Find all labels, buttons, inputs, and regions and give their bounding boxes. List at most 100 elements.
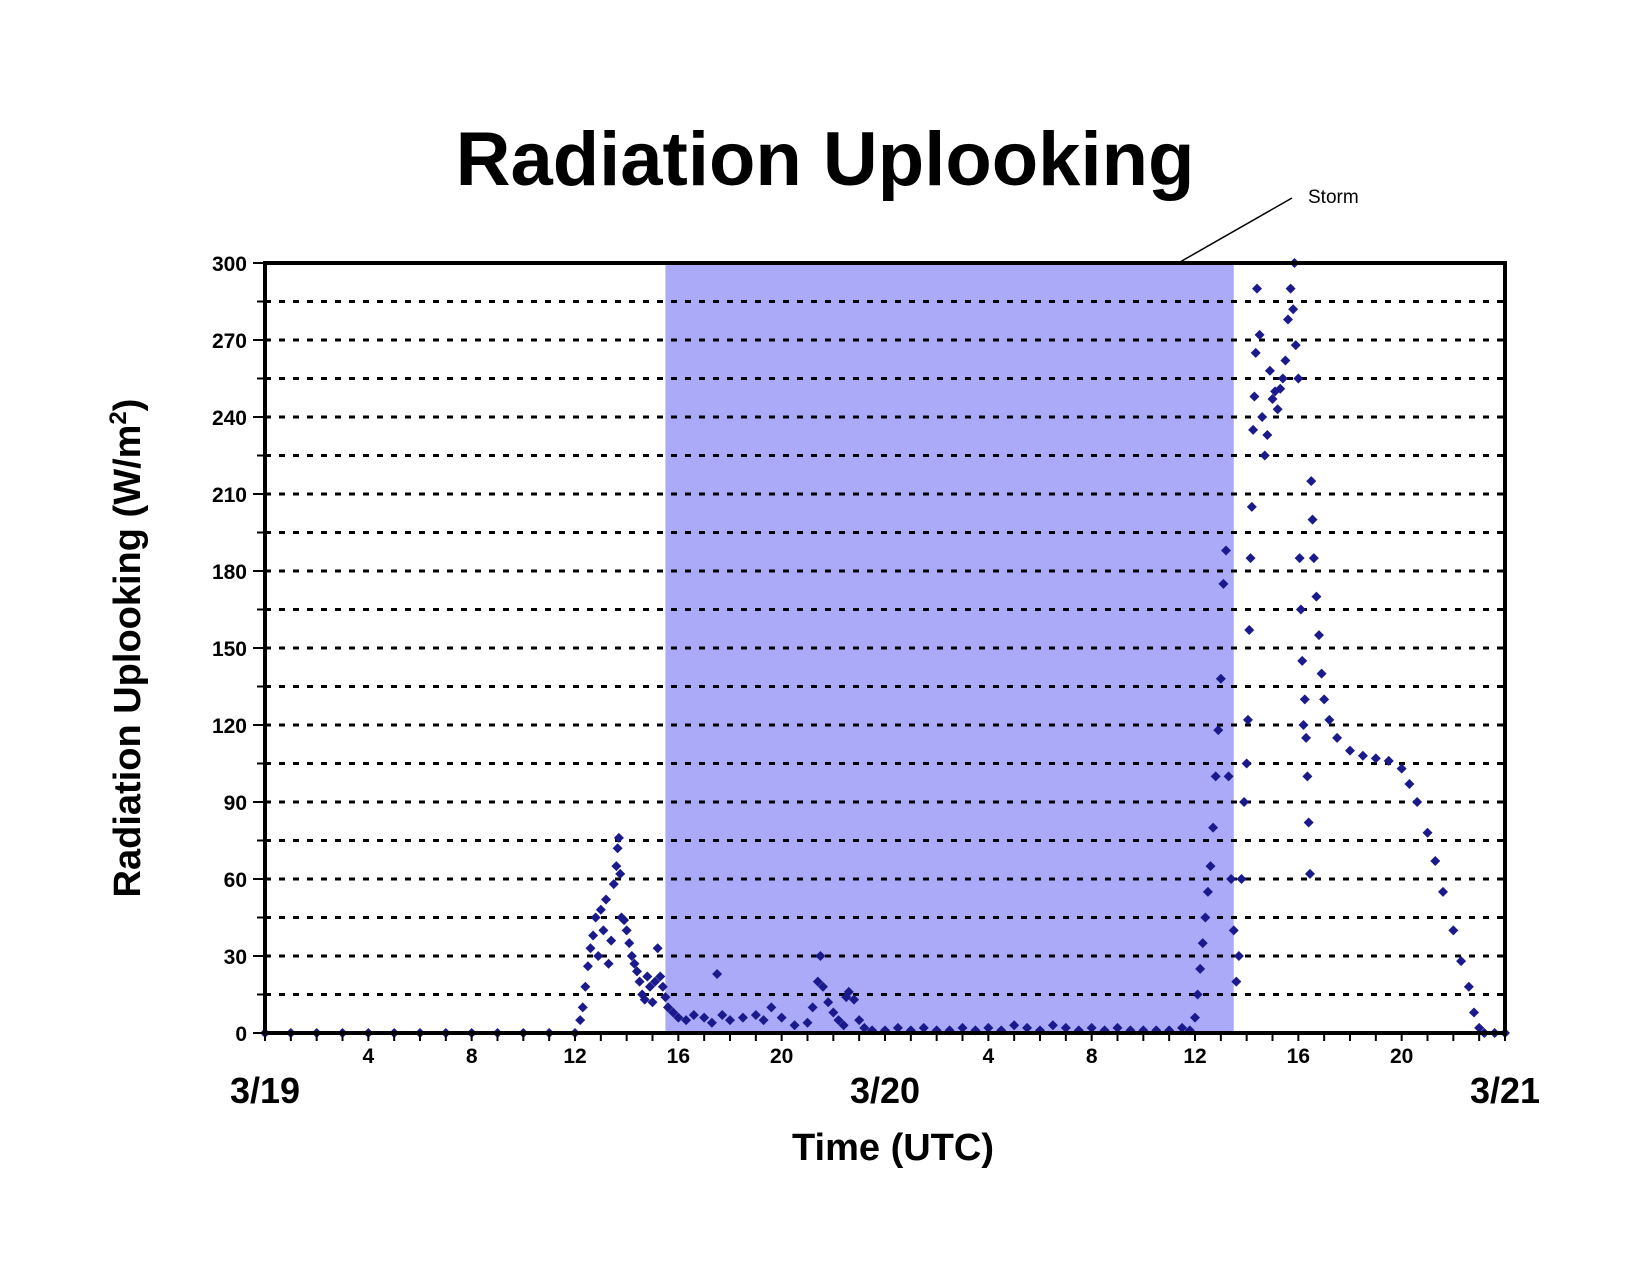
data-point bbox=[1177, 1022, 1188, 1033]
data-point bbox=[615, 868, 626, 879]
data-point bbox=[750, 1010, 761, 1021]
data-point bbox=[1009, 1020, 1020, 1031]
data-point bbox=[1308, 553, 1319, 564]
data-point bbox=[1208, 822, 1219, 833]
data-point bbox=[1293, 373, 1304, 384]
data-point bbox=[737, 1012, 748, 1023]
data-point bbox=[652, 943, 663, 954]
data-point bbox=[575, 1015, 586, 1026]
data-point bbox=[1288, 304, 1299, 315]
y-tick-label: 0 bbox=[235, 1023, 247, 1046]
data-point bbox=[849, 994, 859, 1005]
data-point bbox=[766, 1002, 777, 1013]
data-point bbox=[668, 1007, 679, 1018]
data-point bbox=[1412, 797, 1423, 807]
data-point bbox=[1262, 429, 1273, 440]
data-point bbox=[1298, 720, 1309, 730]
data-point bbox=[758, 1015, 769, 1026]
data-point bbox=[1370, 753, 1381, 764]
data-point bbox=[725, 1015, 735, 1026]
data-point bbox=[1383, 755, 1394, 766]
x-tick-label: 12 bbox=[563, 1045, 586, 1068]
data-point bbox=[892, 1022, 903, 1033]
data-point bbox=[1280, 355, 1291, 366]
data-point bbox=[688, 1010, 699, 1021]
data-point bbox=[681, 1015, 692, 1026]
data-point bbox=[639, 994, 650, 1005]
y-axis-title-main: Radiation Uplooking (W/m bbox=[107, 425, 149, 898]
x-tick-label: 16 bbox=[1287, 1045, 1310, 1068]
data-point bbox=[1299, 694, 1310, 705]
y-tick-label: 30 bbox=[224, 946, 247, 969]
data-point bbox=[802, 1017, 813, 1028]
data-point bbox=[629, 958, 640, 969]
data-point bbox=[611, 861, 622, 872]
data-point bbox=[1469, 1007, 1479, 1018]
data-point bbox=[854, 1015, 865, 1026]
data-point bbox=[1202, 886, 1213, 897]
data-point bbox=[1239, 797, 1250, 807]
data-point bbox=[1306, 476, 1317, 487]
data-point bbox=[1283, 314, 1293, 325]
data-point bbox=[1233, 951, 1244, 961]
data-point bbox=[776, 1012, 787, 1023]
data-point bbox=[1221, 545, 1231, 556]
data-point bbox=[957, 1022, 968, 1033]
data-point bbox=[1324, 714, 1335, 725]
data-point bbox=[1226, 874, 1237, 884]
y-tick-label: 270 bbox=[212, 330, 247, 353]
data-point bbox=[706, 1017, 717, 1028]
data-point bbox=[595, 904, 606, 915]
data-point bbox=[626, 951, 637, 961]
data-point bbox=[619, 915, 630, 926]
data-point bbox=[818, 981, 828, 992]
data-point bbox=[717, 1010, 728, 1021]
data-point bbox=[1302, 771, 1313, 782]
data-point bbox=[585, 943, 596, 954]
x-date-label: 3/21 bbox=[1470, 1070, 1540, 1111]
data-point bbox=[1267, 394, 1278, 405]
data-point bbox=[1272, 404, 1283, 415]
chart-title: Radiation Uplooking bbox=[456, 117, 1195, 202]
storm-annotation: Storm bbox=[1308, 187, 1359, 208]
data-point bbox=[598, 925, 609, 936]
data-point bbox=[1244, 625, 1255, 636]
data-point bbox=[828, 1007, 839, 1018]
data-point bbox=[1277, 373, 1288, 384]
data-point bbox=[1086, 1022, 1097, 1033]
x-tick-label: 8 bbox=[466, 1045, 478, 1068]
data-point bbox=[1200, 912, 1211, 923]
data-point bbox=[1022, 1022, 1033, 1033]
data-point bbox=[1241, 758, 1252, 769]
data-point bbox=[983, 1022, 994, 1033]
data-point bbox=[593, 951, 604, 961]
data-point bbox=[1060, 1022, 1071, 1033]
data-point bbox=[1246, 501, 1257, 512]
data-point bbox=[1223, 771, 1234, 782]
y-axis-title: Radiation Uplooking (W/m2) bbox=[105, 399, 149, 898]
data-point bbox=[1396, 763, 1407, 774]
data-point bbox=[580, 981, 591, 992]
data-point bbox=[843, 986, 854, 997]
data-point bbox=[1242, 714, 1253, 725]
data-point bbox=[621, 925, 632, 936]
data-point bbox=[1249, 391, 1260, 402]
data-point bbox=[603, 958, 614, 969]
y-tick-label: 90 bbox=[224, 792, 247, 815]
data-point bbox=[642, 971, 653, 982]
data-point bbox=[789, 1020, 800, 1031]
x-axis-ticks: 4 8 12 16 20 4 8 12 16 20 3/19 3/20 3/21 bbox=[230, 1033, 1540, 1111]
data-point bbox=[663, 1002, 673, 1013]
data-point bbox=[650, 976, 661, 987]
data-point bbox=[632, 966, 642, 977]
y-tick-label: 300 bbox=[212, 253, 247, 276]
gridlines bbox=[265, 300, 1505, 996]
data-point bbox=[815, 951, 826, 961]
data-point bbox=[588, 930, 599, 941]
data-point bbox=[644, 981, 655, 992]
data-point bbox=[577, 1002, 588, 1013]
y-tick-label: 120 bbox=[212, 715, 247, 738]
data-point bbox=[606, 935, 617, 946]
data-point bbox=[859, 1022, 870, 1033]
data-point bbox=[647, 997, 658, 1008]
